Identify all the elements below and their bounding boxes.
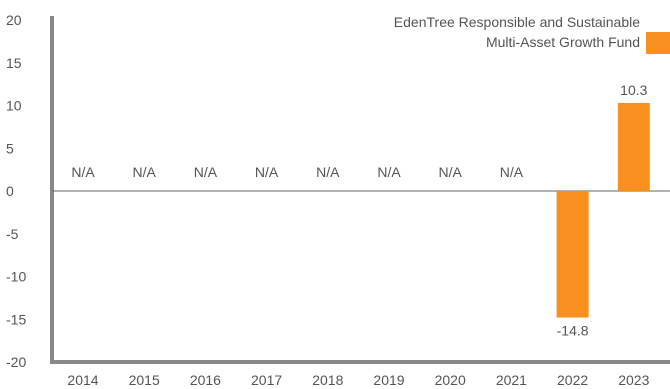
x-tick-label: 2020 (435, 372, 466, 388)
legend-label-line-2: Multi-Asset Growth Fund (485, 34, 640, 50)
data-label-na: N/A (194, 164, 218, 180)
data-label-na: N/A (500, 164, 524, 180)
y-tick-label: 0 (6, 183, 14, 199)
data-label-na: N/A (255, 164, 279, 180)
data-label-na: N/A (133, 164, 157, 180)
y-tick-label: -10 (6, 269, 26, 285)
x-tick-label: 2015 (129, 372, 160, 388)
y-tick-label: -5 (6, 226, 19, 242)
x-tick-label: 2019 (373, 372, 404, 388)
x-tick-label: 2021 (496, 372, 527, 388)
x-tick-label: 2022 (557, 372, 588, 388)
y-tick-label: 15 (6, 55, 22, 71)
data-label: 10.3 (620, 82, 647, 98)
y-tick-label: 10 (6, 98, 22, 114)
data-label-na: N/A (439, 164, 463, 180)
x-tick-label: 2014 (67, 372, 98, 388)
data-label-na: N/A (377, 164, 401, 180)
y-tick-label: -15 (6, 311, 26, 327)
x-tick-label: 2023 (618, 372, 649, 388)
x-tick-label: 2018 (312, 372, 343, 388)
bar-2022 (556, 191, 589, 318)
legend-swatch (646, 32, 670, 54)
legend-label: EdenTree Responsible and Sustainable Mul… (394, 12, 640, 52)
y-tick-label: 5 (6, 140, 14, 156)
x-tick-label: 2017 (251, 372, 282, 388)
bar-2023 (617, 102, 650, 191)
y-tick-label: -20 (6, 354, 26, 370)
data-label-na: N/A (71, 164, 95, 180)
data-label-na: N/A (316, 164, 340, 180)
x-tick-label: 2016 (190, 372, 221, 388)
y-tick-label: 20 (6, 12, 22, 28)
legend-label-line-1: EdenTree Responsible and Sustainable (393, 14, 640, 30)
data-label: -14.8 (557, 323, 589, 339)
legend: EdenTree Responsible and Sustainable Mul… (394, 10, 670, 54)
